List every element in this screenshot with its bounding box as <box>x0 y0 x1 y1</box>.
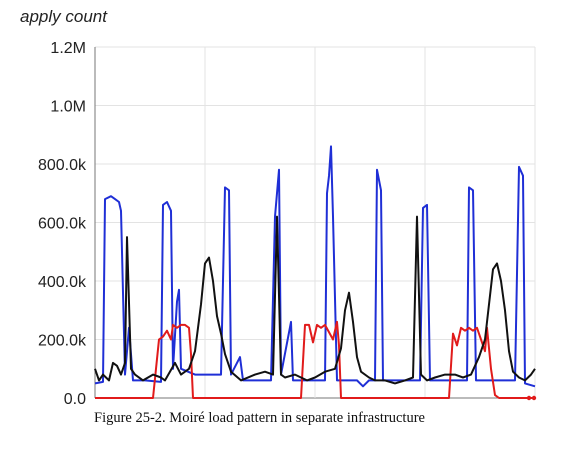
y-tick-label: 400.0k <box>38 274 87 291</box>
y-tick-label: 800.0k <box>38 157 87 174</box>
series-line-3 <box>94 215 536 385</box>
series-line-2 <box>95 320 535 399</box>
grid <box>94 46 536 399</box>
y-tick-label: 1.2M <box>50 40 86 57</box>
y-tick-label: 200.0k <box>38 333 87 350</box>
end-marker <box>531 395 537 401</box>
y-axis-label: apply count <box>20 7 108 26</box>
y-tick-label: 0.0 <box>64 391 86 408</box>
y-tick-label: 1.0M <box>50 99 86 116</box>
figure-caption: Figure 25-2. Moiré load pattern in separ… <box>94 410 425 426</box>
series-lines <box>94 145 537 401</box>
y-tick-label: 600.0k <box>38 216 87 233</box>
end-marker <box>526 395 532 401</box>
y-tick-labels: 0.0 200.0k 400.0k 600.0k 800.0k 1.0M 1.2M <box>38 40 87 408</box>
